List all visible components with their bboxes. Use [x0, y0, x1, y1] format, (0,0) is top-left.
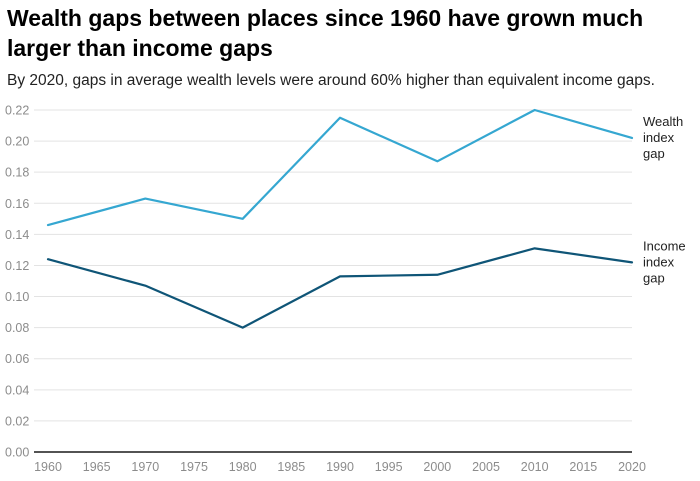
x-tick-label: 1975 — [180, 460, 208, 474]
y-tick-label: 0.16 — [5, 197, 29, 211]
x-tick-label: 1960 — [34, 460, 62, 474]
y-tick-label: 0.04 — [5, 383, 29, 397]
y-tick-label: 0.00 — [5, 446, 29, 460]
y-tick-label: 0.06 — [5, 352, 29, 366]
x-tick-label: 2000 — [423, 460, 451, 474]
y-tick-label: 0.20 — [5, 135, 29, 149]
series-line-2 — [46, 247, 634, 329]
x-tick-label: 2005 — [472, 460, 500, 474]
y-tick-label: 0.10 — [5, 290, 29, 304]
chart-subtitle: By 2020, gaps in average wealth levels w… — [7, 72, 655, 89]
x-tick-label: 1980 — [229, 460, 257, 474]
x-tick-label: 1970 — [131, 460, 159, 474]
y-tick-label: 0.18 — [5, 166, 29, 180]
x-tick-label: 1990 — [326, 460, 354, 474]
x-tick-label: 2020 — [618, 460, 646, 474]
y-tick-label: 0.12 — [5, 259, 29, 273]
x-tick-label: 1965 — [83, 460, 111, 474]
y-tick-label: 0.08 — [5, 321, 29, 335]
chart-title: Wealth gaps between places since 1960 ha… — [7, 5, 644, 61]
x-tick-label: 2010 — [521, 460, 549, 474]
series-label-1: Wealth index gap — [643, 114, 683, 161]
y-tick-label: 0.22 — [5, 104, 29, 118]
x-tick-label: 1995 — [375, 460, 403, 474]
x-tick-label: 1985 — [277, 460, 305, 474]
series-label-2: Income index gap — [643, 238, 686, 285]
y-tick-label: 0.02 — [5, 414, 29, 428]
y-tick-label: 0.14 — [5, 228, 29, 242]
series-line-1 — [46, 108, 634, 227]
x-tick-label: 2015 — [569, 460, 597, 474]
